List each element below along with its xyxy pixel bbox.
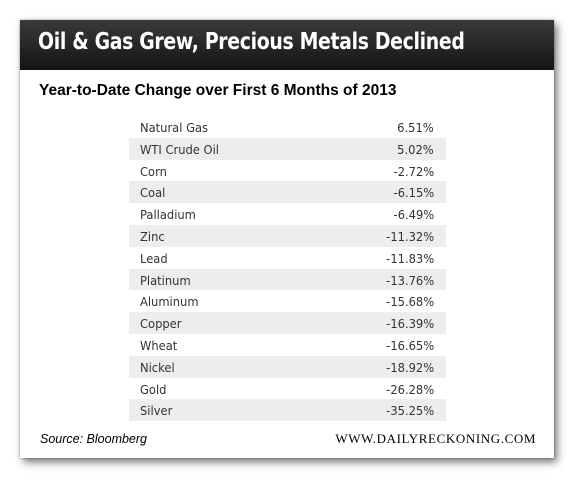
commodity-name: Copper <box>140 316 182 332</box>
ytd-change-value: -26.28% <box>385 381 434 397</box>
commodity-name: Coal <box>140 185 166 201</box>
ytd-change-value: -2.72% <box>393 163 434 179</box>
ytd-change-value: -15.68% <box>385 294 434 310</box>
table-row: Copper -16.39% <box>129 312 446 334</box>
chart-title: Oil & Gas Grew, Precious Metals Declined <box>38 29 465 55</box>
source-note: Source: Bloomberg <box>40 432 148 446</box>
ytd-change-value: -35.25% <box>385 403 434 419</box>
table-row: Palladium -6.49% <box>129 203 446 225</box>
title-bar: Oil & Gas Grew, Precious Metals Declined <box>20 20 554 70</box>
table-row: Aluminum -15.68% <box>129 290 446 312</box>
commodity-name: Palladium <box>140 207 196 223</box>
commodity-name: Lead <box>140 250 168 266</box>
table-row: Coal -6.15% <box>129 181 446 204</box>
ytd-change-value: -11.83% <box>385 250 434 266</box>
table-row: Nickel -18.92% <box>129 355 446 378</box>
table-row: Lead -11.83% <box>129 247 446 269</box>
ytd-change-value: -13.76% <box>385 272 434 288</box>
ytd-change-value: -16.65% <box>385 337 434 353</box>
table-row: WTI Crude Oil 5.02% <box>129 137 446 160</box>
table-row: Wheat -16.65% <box>129 334 446 356</box>
commodity-name: Platinum <box>140 272 191 288</box>
commodity-name: Zinc <box>140 228 165 244</box>
table-row: Zinc -11.32% <box>129 224 446 247</box>
table-row: Corn -2.72% <box>129 160 446 182</box>
ytd-change-value: -6.49% <box>393 207 434 223</box>
table-row: Gold -26.28% <box>129 378 446 400</box>
ytd-change-value: 6.51% <box>397 120 434 135</box>
commodity-name: Natural Gas <box>140 120 209 135</box>
ytd-change-value: -11.32% <box>385 228 434 244</box>
table-row: Natural Gas 6.51% <box>129 116 446 138</box>
table-row: Platinum -13.76% <box>129 268 446 291</box>
chart-card: Oil & Gas Grew, Precious Metals Declined… <box>20 20 554 458</box>
commodity-name: Aluminum <box>140 294 199 310</box>
commodity-name: Gold <box>140 381 167 397</box>
commodity-name: Silver <box>140 403 173 419</box>
commodity-name: WTI Crude Oil <box>140 141 219 157</box>
chart-subtitle: Year-to-Date Change over First 6 Months … <box>39 82 397 99</box>
data-table: Natural Gas 6.51% WTI Crude Oil 5.02% Corn -2… <box>129 116 446 422</box>
ytd-change-value: -18.92% <box>385 359 434 375</box>
ytd-change-value: -16.39% <box>385 316 434 332</box>
commodity-name: Nickel <box>140 359 175 375</box>
table-row: Silver -35.25% <box>129 399 446 422</box>
ytd-change-value: 5.02% <box>397 141 434 157</box>
website-credit: WWW.DAILYRECKONING.COM <box>335 431 536 446</box>
ytd-change-value: -6.15% <box>393 185 434 201</box>
commodity-name: Corn <box>140 163 167 179</box>
commodity-name: Wheat <box>140 337 178 353</box>
